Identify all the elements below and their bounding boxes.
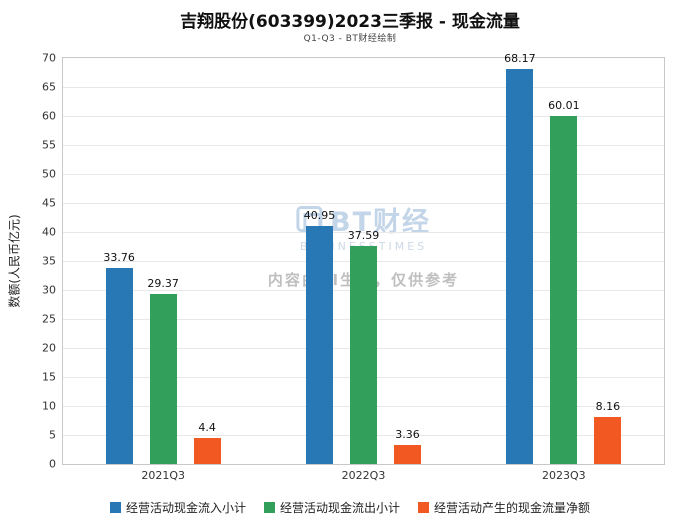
bar-value-label: 8.16 xyxy=(595,400,621,413)
y-tick-label: 25 xyxy=(42,312,56,326)
y-tick-label: 50 xyxy=(42,167,56,181)
bar-series1-2022Q3 xyxy=(306,226,333,464)
bar-value-label: 60.01 xyxy=(548,99,580,112)
gridline xyxy=(63,87,664,88)
bar-value-label: 29.37 xyxy=(147,277,179,290)
chart-title: 吉翔股份(603399)2023三季报 - 现金流量 xyxy=(180,12,520,32)
plot-area: BT财经 BUSINESSTIMES 内容由AI生成，仅供参考 05101520… xyxy=(42,52,665,482)
legend-swatch xyxy=(109,502,121,513)
legend: 经营活动现金流入小计 经营活动现金流出小计 经营活动产生的现金流量净额 xyxy=(0,499,700,516)
bar-series2-2023Q3 xyxy=(550,116,578,464)
bar-value-label: 4.4 xyxy=(198,421,216,434)
bar-series1-2023Q3 xyxy=(506,69,534,464)
bar-series3-2021Q3 xyxy=(193,438,221,464)
gridline xyxy=(63,116,664,117)
x-tick-label: 2022Q3 xyxy=(341,469,386,482)
y-tick-label: 30 xyxy=(42,283,56,297)
bar-value-label: 40.95 xyxy=(303,209,336,222)
y-tick-label: 65 xyxy=(42,80,56,94)
legend-label: 经营活动产生的现金流量净额 xyxy=(434,501,591,515)
y-tick-label: 0 xyxy=(49,457,56,471)
y-tick-label: 55 xyxy=(42,138,56,152)
y-tick-label: 10 xyxy=(42,399,56,413)
gridline xyxy=(63,174,664,175)
gridline xyxy=(63,145,664,146)
gridline xyxy=(63,203,664,204)
x-tick-label: 2021Q3 xyxy=(141,469,185,482)
x-tick-label: 2023Q3 xyxy=(542,469,586,482)
bar-series1-2021Q3 xyxy=(105,268,133,464)
y-tick-label: 40 xyxy=(42,225,56,239)
y-tick-label: 60 xyxy=(42,109,56,123)
bar-value-label: 68.17 xyxy=(504,52,536,65)
bar-series2-2022Q3 xyxy=(350,246,377,464)
y-tick-label: 35 xyxy=(42,254,56,268)
legend-label: 经营活动现金流出小计 xyxy=(279,501,400,515)
gridline xyxy=(63,232,664,233)
legend-label: 经营活动现金流入小计 xyxy=(125,501,246,515)
y-tick-label: 20 xyxy=(42,341,56,355)
legend-swatch xyxy=(418,502,429,513)
y-tick-label: 45 xyxy=(42,196,56,210)
y-axis-label: 数额(人民币亿元) xyxy=(7,214,22,308)
legend-item-2: 经营活动现金流出小计 xyxy=(263,499,400,516)
bar-series2-2021Q3 xyxy=(149,294,177,464)
legend-item-3: 经营活动产生的现金流量净额 xyxy=(418,499,590,516)
chart-subtitle: Q1-Q3 - BT财经绘制 xyxy=(303,34,397,44)
bar-value-label: 37.59 xyxy=(347,229,380,242)
y-tick-label: 70 xyxy=(42,51,56,65)
y-tick-label: 15 xyxy=(42,370,56,384)
y-tick-label: 5 xyxy=(49,428,56,442)
legend-swatch xyxy=(263,502,275,513)
bar-value-label: 3.36 xyxy=(395,428,420,441)
legend-item-1: 经营活动现金流入小计 xyxy=(109,499,246,516)
bar-series3-2023Q3 xyxy=(594,417,622,464)
bar-value-label: 33.76 xyxy=(103,251,135,264)
bar-series3-2022Q3 xyxy=(394,445,421,464)
